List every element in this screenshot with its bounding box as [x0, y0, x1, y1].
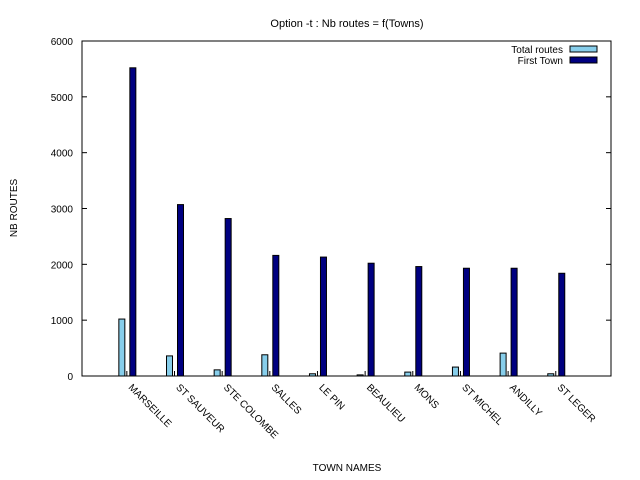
y-tick-label: 3000	[51, 205, 74, 216]
x-tick-label: ST SAUVEUR	[173, 382, 226, 435]
x-axis-label: TOWN NAMES	[313, 463, 382, 474]
y-tick-label: 6000	[51, 37, 74, 48]
bar-first-town	[319, 256, 327, 377]
bar-first-town	[272, 254, 280, 377]
bar-first-town	[177, 204, 185, 377]
legend-swatch	[569, 56, 598, 64]
legend-label: First Town	[518, 56, 563, 67]
x-tick-label: MONS	[412, 382, 441, 411]
bar-first-town	[510, 267, 518, 377]
x-tick-label: SALLES	[269, 382, 304, 417]
bar-total-routes	[451, 366, 459, 377]
y-tick-label: 5000	[51, 93, 74, 104]
y-tick-label: 4000	[51, 149, 74, 160]
bar-total-routes	[166, 355, 174, 377]
bar-total-routes	[499, 352, 507, 377]
legend-swatch	[569, 45, 598, 53]
x-tick-label: ANDILLY	[507, 382, 544, 419]
bar-total-routes	[213, 369, 221, 377]
bar-total-routes	[118, 318, 126, 377]
plot-frame	[81, 40, 612, 377]
x-tick-label: MARSEILLE	[126, 382, 174, 430]
y-axis-ticks: 0 1000 2000 3000 4000 5000 6000	[51, 37, 611, 383]
x-tick-label: LE PIN	[316, 382, 346, 412]
y-tick-label: 0	[67, 372, 73, 383]
bar-series	[118, 67, 566, 377]
y-tick-label: 1000	[51, 316, 74, 327]
y-axis-label: NB ROUTES	[9, 179, 20, 238]
bar-first-town	[558, 272, 566, 377]
bar-first-town	[129, 67, 137, 377]
bar-first-town	[224, 218, 232, 377]
x-tick-label: ST MICHEL	[459, 382, 505, 428]
legend-label: Total routes	[511, 45, 563, 56]
bar-first-town	[367, 262, 375, 377]
x-tick-label: BEAULIEU	[364, 382, 407, 425]
x-tick-label: ST LEGER	[555, 382, 598, 425]
bar-first-town	[462, 267, 470, 377]
bar-total-routes	[404, 371, 412, 377]
bar-total-routes	[261, 354, 269, 377]
y-tick-label: 2000	[51, 260, 74, 271]
chart-title: Option -t : Nb routes = f(Towns)	[270, 18, 423, 30]
bar-first-town	[415, 266, 423, 377]
